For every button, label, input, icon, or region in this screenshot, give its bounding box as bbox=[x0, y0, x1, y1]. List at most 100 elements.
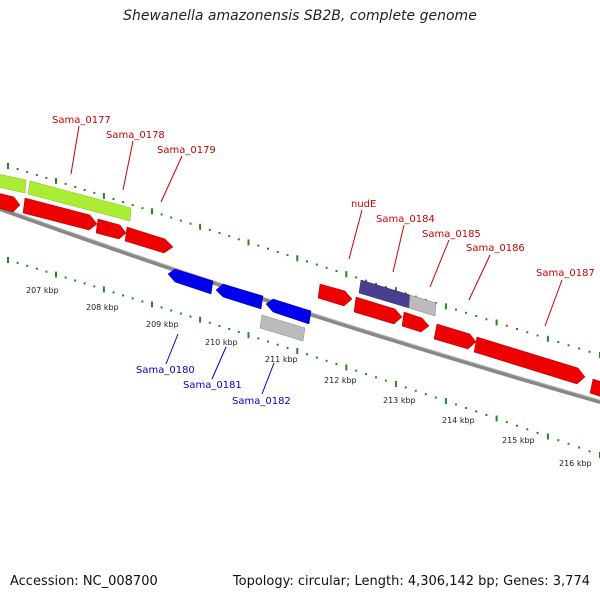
genome-backbone-highlight bbox=[0, 206, 600, 401]
outer-major-tick bbox=[296, 255, 299, 262]
feature-sama-0185-gray[interactable] bbox=[408, 294, 437, 317]
inner-minor-tick bbox=[414, 389, 417, 392]
inner-minor-tick bbox=[475, 410, 478, 413]
outer-minor-tick bbox=[267, 247, 269, 250]
outer-minor-tick bbox=[276, 250, 279, 253]
gene-left-partial[interactable] bbox=[0, 193, 21, 213]
outer-minor-tick bbox=[526, 331, 529, 334]
inner-minor-tick bbox=[45, 270, 48, 273]
outer-minor-tick bbox=[567, 344, 570, 347]
gene-sama-0180[interactable] bbox=[167, 268, 214, 295]
outer-major-tick bbox=[7, 163, 9, 169]
feature-sama-0182-gray[interactable] bbox=[259, 314, 306, 342]
forward-gene-lane bbox=[0, 193, 600, 397]
rna-gene-0178[interactable] bbox=[27, 180, 132, 222]
outer-major-tick bbox=[102, 193, 105, 199]
label-nude[interactable]: nudE bbox=[351, 199, 376, 210]
label-sama-0180[interactable]: Sama_0180 bbox=[136, 365, 195, 376]
label-sama-0178[interactable]: Sama_0178 bbox=[106, 130, 165, 141]
outer-major-tick bbox=[444, 303, 447, 310]
gene-sama-0179[interactable] bbox=[124, 226, 174, 254]
outer-major-tick bbox=[546, 335, 549, 342]
label-sama-0182[interactable]: Sama_0182 bbox=[232, 396, 291, 407]
outer-major-tick bbox=[55, 177, 57, 184]
outer-minor-tick bbox=[557, 341, 560, 343]
gene-sama-0178[interactable] bbox=[95, 218, 127, 240]
gene-sama-0187[interactable] bbox=[473, 336, 586, 385]
kbp-label-211: 211 kbp bbox=[265, 355, 298, 364]
inner-minor-tick bbox=[189, 315, 192, 318]
kbp-label-212: 212 kbp bbox=[324, 376, 357, 385]
outer-minor-tick bbox=[170, 216, 173, 219]
outer-minor-tick bbox=[578, 347, 581, 350]
gene-sama-0181[interactable] bbox=[215, 283, 264, 310]
outer-minor-tick bbox=[83, 188, 86, 191]
inner-minor-tick bbox=[286, 346, 289, 349]
label-sama-0186[interactable]: Sama_0186 bbox=[466, 243, 525, 254]
accession-text: Accession: NC_008700 bbox=[10, 574, 158, 589]
outer-minor-tick bbox=[160, 213, 163, 216]
outer-minor-tick bbox=[257, 244, 260, 247]
inner-minor-tick bbox=[208, 321, 211, 324]
inner-minor-tick bbox=[141, 300, 144, 303]
rna-gene-0177[interactable] bbox=[0, 174, 27, 194]
gene-sama-0184[interactable] bbox=[353, 296, 403, 325]
outer-minor-tick bbox=[355, 276, 358, 279]
outer-minor-tick bbox=[112, 198, 115, 200]
inner-major-tick bbox=[199, 316, 202, 323]
inner-minor-tick bbox=[306, 353, 308, 356]
gene-right-partial[interactable] bbox=[589, 378, 600, 397]
outer-minor-tick bbox=[237, 238, 240, 241]
outer-minor-tick bbox=[404, 292, 407, 295]
outer-minor-tick bbox=[228, 235, 231, 238]
inner-minor-tick bbox=[257, 337, 260, 340]
outer-major-tick bbox=[345, 271, 348, 278]
outer-major-tick bbox=[495, 319, 498, 326]
inner-minor-tick bbox=[74, 279, 77, 282]
label-sama-0184[interactable]: Sama_0184 bbox=[376, 214, 435, 225]
gene-sama-0182[interactable] bbox=[265, 298, 312, 325]
outer-minor-tick bbox=[141, 207, 144, 210]
inner-major-tick bbox=[55, 271, 57, 278]
outer-minor-tick bbox=[505, 324, 508, 327]
inner-major-tick bbox=[151, 301, 153, 308]
kbp-label-213: 213 kbp bbox=[383, 396, 416, 405]
inner-minor-tick bbox=[267, 340, 269, 343]
inner-minor-tick bbox=[26, 264, 29, 267]
inner-minor-tick bbox=[83, 282, 86, 285]
inner-minor-tick bbox=[375, 376, 377, 379]
label-sama-0179[interactable]: Sama_0179 bbox=[157, 145, 216, 156]
inner-minor-tick bbox=[276, 343, 279, 346]
gene-nude[interactable] bbox=[317, 283, 353, 307]
label-sama-0185[interactable]: Sama_0185 bbox=[422, 229, 481, 240]
inner-minor-tick bbox=[365, 373, 368, 375]
outer-minor-tick bbox=[218, 232, 221, 234]
outer-major-tick bbox=[394, 287, 397, 294]
inner-minor-tick bbox=[179, 312, 182, 315]
inner-minor-tick bbox=[93, 285, 96, 288]
label-sama-0181[interactable]: Sama_0181 bbox=[183, 380, 242, 391]
inner-minor-tick bbox=[588, 450, 591, 453]
inner-minor-tick bbox=[536, 431, 539, 434]
gene-sama-0186[interactable] bbox=[433, 323, 477, 350]
label-sama-0187[interactable]: Sama_0187 bbox=[536, 268, 595, 279]
kbp-label-215: 215 kbp bbox=[502, 436, 535, 445]
inner-minor-tick bbox=[505, 421, 508, 424]
gene-sama-0185[interactable] bbox=[401, 311, 430, 333]
label-sama-0177[interactable]: Sama_0177 bbox=[52, 115, 111, 126]
reverse-label-leaders bbox=[165, 333, 275, 395]
gene-sama-0177[interactable] bbox=[22, 197, 98, 231]
inner-minor-tick bbox=[384, 379, 387, 382]
inner-minor-tick bbox=[465, 407, 468, 409]
inner-minor-tick bbox=[170, 309, 173, 312]
outer-minor-tick bbox=[384, 286, 387, 288]
outer-minor-tick bbox=[16, 168, 19, 170]
inner-minor-tick bbox=[315, 356, 318, 359]
inner-minor-tick bbox=[424, 393, 427, 396]
inner-minor-tick bbox=[516, 424, 518, 427]
outer-minor-tick bbox=[179, 219, 182, 222]
outer-minor-tick bbox=[588, 350, 591, 353]
outer-minor-tick bbox=[516, 328, 518, 330]
inner-minor-tick bbox=[325, 359, 328, 362]
